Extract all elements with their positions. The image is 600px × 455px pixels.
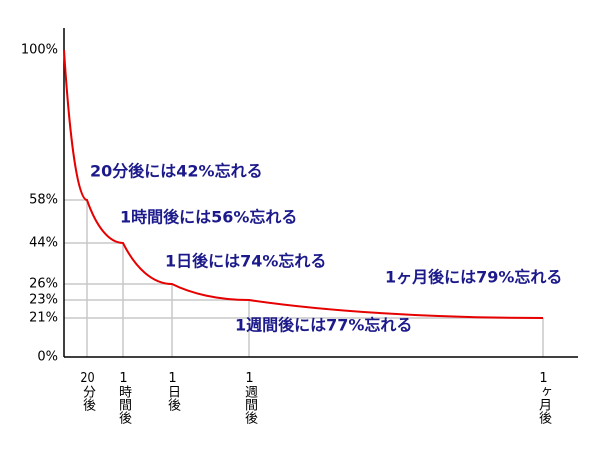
x-tick-label: 1週間後 [242, 372, 257, 424]
annotation: 1週間後には77%忘れる [235, 316, 412, 335]
annotation: 1ヶ月後には79%忘れる [385, 268, 562, 287]
annotation: 1日後には74%忘れる [165, 252, 326, 271]
y-tick-label: 21% [29, 311, 58, 326]
x-tick-label: 1時間後 [116, 372, 131, 424]
x-tick-label: 20分後 [80, 372, 95, 411]
y-tick-label: 0% [37, 350, 58, 365]
annotation: 1時間後には56%忘れる [120, 208, 297, 227]
y-tick-label: 58% [29, 193, 58, 208]
y-tick-label: 100% [21, 43, 58, 58]
y-tick-label: 26% [29, 277, 58, 292]
y-tick-label: 44% [29, 236, 58, 251]
curve [63, 49, 544, 319]
x-tick-label: 1ヶ月後 [536, 372, 551, 424]
x-tick-label: 1日後 [165, 372, 180, 411]
annotation: 20分後には42%忘れる [90, 162, 263, 181]
y-tick-label: 23% [29, 293, 58, 308]
